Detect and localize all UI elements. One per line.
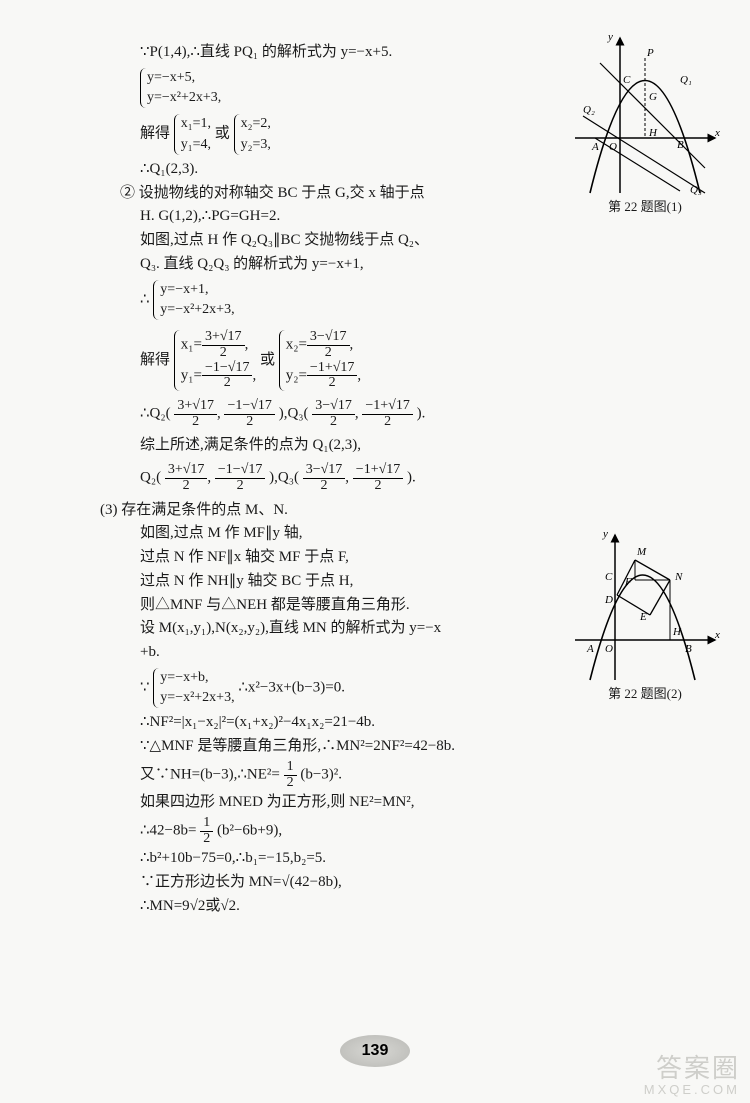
text: 或 [260, 352, 275, 368]
text-line: (3) 存在满足条件的点 M、N. [100, 500, 695, 522]
text-line: 综上所述,满足条件的点为 Q₁(2,3), [100, 435, 695, 457]
text: ∴x²−3x+(b−3)=0. [238, 680, 345, 696]
svg-text:Q₁: Q₁ [680, 74, 692, 86]
svg-text:y: y [602, 528, 608, 540]
equation-system: y=−x+b,y=−x²+2x+3, [153, 668, 234, 709]
text: (b²−6b+9), [217, 823, 282, 839]
text-line: ∴b²+10b−75=0,∴b₁=−15,b₂=5. [100, 848, 695, 870]
svg-text:C: C [623, 74, 631, 86]
svg-text:A: A [591, 141, 599, 153]
text: 或 [215, 126, 230, 142]
equation-system: y=−x+1,y=−x²+2x+3, [153, 280, 234, 321]
text-line: ∵△MNF 是等腰直角三角形,∴MN²=2NF²=42−8b. [100, 736, 695, 758]
text-line: 如果四边形 MNED 为正方形,则 NE²=MN², [100, 792, 695, 814]
svg-text:O: O [609, 141, 617, 153]
svg-text:Q₂: Q₂ [583, 104, 595, 116]
svg-text:D: D [604, 594, 613, 606]
svg-text:E: E [639, 611, 647, 623]
watermark: 答案圈 MXQE.COM [644, 1054, 740, 1097]
solution-set: x₁=3+√172, y₁=−1−√172, [174, 330, 256, 391]
svg-text:P: P [646, 47, 654, 59]
solution-set: x₁=1,y₁=4, [174, 114, 211, 155]
svg-text:Q₃: Q₃ [690, 184, 702, 196]
svg-text:H: H [648, 127, 658, 139]
text-line: ∴NF²=|x₁−x₂|²=(x₁+x₂)²−4x₁x₂=21−4b. [100, 712, 695, 734]
text-line: ∴MN=9√2或√2. [100, 896, 695, 918]
svg-text:B: B [677, 139, 684, 151]
text-line: 如图,过点 H 作 Q₂Q₃∥BC 交抛物线于点 Q₂、 [100, 230, 695, 252]
svg-text:x: x [714, 127, 720, 139]
svg-text:x: x [714, 629, 720, 641]
figure-2-caption: 第 22 题图(2) [560, 685, 730, 704]
svg-text:C: C [605, 571, 613, 583]
svg-text:F: F [624, 576, 632, 588]
svg-text:O: O [605, 643, 613, 655]
text: Q₂ [140, 470, 156, 486]
text-line: Q₃. 直线 Q₂Q₃ 的解析式为 y=−x+1, [100, 254, 695, 276]
svg-text:y: y [607, 31, 613, 43]
svg-text:N: N [674, 571, 683, 583]
text-line: ∵正方形边长为 MN=√(42−8b), [100, 872, 695, 894]
solution-set: x₂=2,y₂=3, [234, 114, 271, 155]
text: ∴42−8b= [140, 823, 196, 839]
text: ∴Q₂ [140, 406, 166, 422]
text: (b−3)². [300, 767, 342, 783]
figure-1-caption: 第 22 题图(1) [560, 198, 730, 217]
page-number-badge: 139 [340, 1035, 410, 1067]
text: 解得 [140, 352, 170, 368]
svg-text:G: G [649, 91, 657, 103]
svg-text:A: A [586, 643, 594, 655]
equation-system: y=−x+5, y=−x²+2x+3, [140, 68, 221, 109]
svg-text:H: H [672, 626, 682, 638]
text: 又∵NH=(b−3),∴NE²= [140, 767, 280, 783]
svg-text:M: M [636, 546, 647, 558]
svg-text:B: B [685, 643, 692, 655]
text: 解得 [140, 126, 170, 142]
solution-set: x₂=3−√172, y₂=−1+√172, [279, 330, 361, 391]
